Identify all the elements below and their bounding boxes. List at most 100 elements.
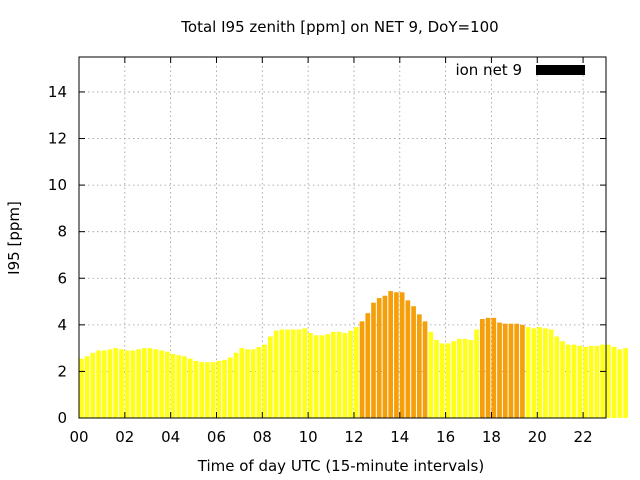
bar bbox=[142, 348, 147, 418]
bar bbox=[365, 313, 371, 418]
bar bbox=[485, 317, 491, 418]
bar bbox=[210, 362, 216, 418]
bar bbox=[542, 328, 548, 418]
bar bbox=[250, 349, 256, 418]
x-tick-label: 16 bbox=[436, 428, 455, 446]
bar bbox=[457, 338, 462, 418]
grid bbox=[79, 57, 606, 418]
bar bbox=[376, 298, 382, 418]
bar bbox=[479, 319, 485, 418]
bar bbox=[525, 327, 531, 418]
bar bbox=[560, 341, 565, 418]
bar bbox=[623, 348, 628, 418]
bar bbox=[611, 346, 617, 418]
bar bbox=[531, 328, 537, 418]
x-tick-label: 20 bbox=[528, 428, 547, 446]
bar bbox=[359, 321, 365, 418]
y-tick-label: 2 bbox=[57, 362, 67, 380]
bar bbox=[245, 349, 250, 418]
bar bbox=[617, 349, 623, 418]
bar bbox=[537, 327, 542, 418]
bar bbox=[422, 321, 428, 418]
bar bbox=[474, 329, 479, 418]
bar bbox=[308, 332, 313, 418]
bar bbox=[107, 349, 113, 418]
bar bbox=[594, 345, 600, 418]
y-tick-label: 10 bbox=[48, 176, 67, 194]
bar bbox=[600, 344, 605, 418]
bar bbox=[497, 322, 502, 418]
legend-swatch bbox=[536, 65, 585, 75]
bar bbox=[583, 346, 588, 418]
bar bbox=[279, 329, 285, 418]
bar bbox=[399, 292, 405, 418]
x-tick-label: 22 bbox=[574, 428, 593, 446]
bar bbox=[176, 355, 182, 418]
bar bbox=[119, 349, 124, 418]
bar bbox=[439, 343, 445, 418]
bar bbox=[187, 358, 193, 418]
bar bbox=[331, 331, 336, 418]
bar bbox=[405, 300, 411, 418]
bar bbox=[606, 344, 611, 418]
x-tick-label: 12 bbox=[344, 428, 363, 446]
x-tick-label: 00 bbox=[69, 428, 88, 446]
bar bbox=[227, 357, 233, 418]
bar bbox=[416, 314, 422, 418]
plot-frame bbox=[78, 56, 607, 419]
x-tick-label: 06 bbox=[207, 428, 226, 446]
bar bbox=[319, 335, 325, 418]
bar bbox=[273, 330, 279, 418]
bar bbox=[256, 346, 262, 418]
x-axis-ticks: 00 02 04 06 08 10 12 14 16 18 20 22 bbox=[69, 57, 593, 446]
bar bbox=[216, 360, 222, 418]
y-tick-label: 0 bbox=[57, 409, 67, 427]
bar bbox=[222, 359, 227, 418]
bar bbox=[382, 295, 388, 418]
bar bbox=[182, 356, 187, 418]
bar bbox=[153, 349, 159, 418]
bar bbox=[588, 345, 594, 418]
bar bbox=[451, 341, 457, 418]
x-tick-label: 04 bbox=[161, 428, 180, 446]
y-tick-label: 14 bbox=[48, 83, 67, 101]
bar bbox=[296, 329, 302, 418]
bar bbox=[268, 336, 273, 418]
y-tick-label: 4 bbox=[57, 316, 67, 334]
bar bbox=[164, 351, 170, 418]
x-axis-label: Time of day UTC (15-minute intervals) bbox=[197, 457, 484, 475]
bar bbox=[508, 323, 514, 418]
x-tick-label: 18 bbox=[482, 428, 501, 446]
bar bbox=[113, 348, 119, 418]
bar bbox=[170, 353, 176, 418]
y-tick-label: 8 bbox=[57, 223, 67, 241]
bar bbox=[502, 323, 508, 418]
y-tick-label: 12 bbox=[48, 130, 67, 148]
bar bbox=[239, 348, 245, 418]
x-tick-label: 14 bbox=[390, 428, 409, 446]
bar bbox=[462, 338, 468, 418]
bar bbox=[520, 324, 525, 418]
y-axis-ticks: 0 2 4 6 8 10 12 14 bbox=[48, 83, 606, 427]
bar bbox=[394, 292, 399, 418]
bar bbox=[79, 358, 84, 418]
bar bbox=[130, 350, 136, 418]
bar bbox=[233, 352, 239, 418]
bar bbox=[388, 291, 394, 418]
bar bbox=[147, 348, 153, 418]
bars bbox=[79, 291, 628, 418]
bar bbox=[571, 344, 577, 418]
bar bbox=[491, 317, 497, 418]
chart-title: Total I95 zenith [ppm] on NET 9, DoY=100 bbox=[180, 18, 498, 36]
bar bbox=[342, 332, 348, 418]
x-tick-label: 08 bbox=[253, 428, 272, 446]
bar bbox=[84, 356, 90, 418]
bar bbox=[205, 362, 210, 418]
y-axis-label: I95 [ppm] bbox=[5, 201, 23, 275]
bar bbox=[159, 350, 164, 418]
bar bbox=[313, 335, 319, 418]
bar bbox=[262, 344, 268, 418]
bar bbox=[325, 334, 331, 418]
bar bbox=[554, 336, 560, 418]
